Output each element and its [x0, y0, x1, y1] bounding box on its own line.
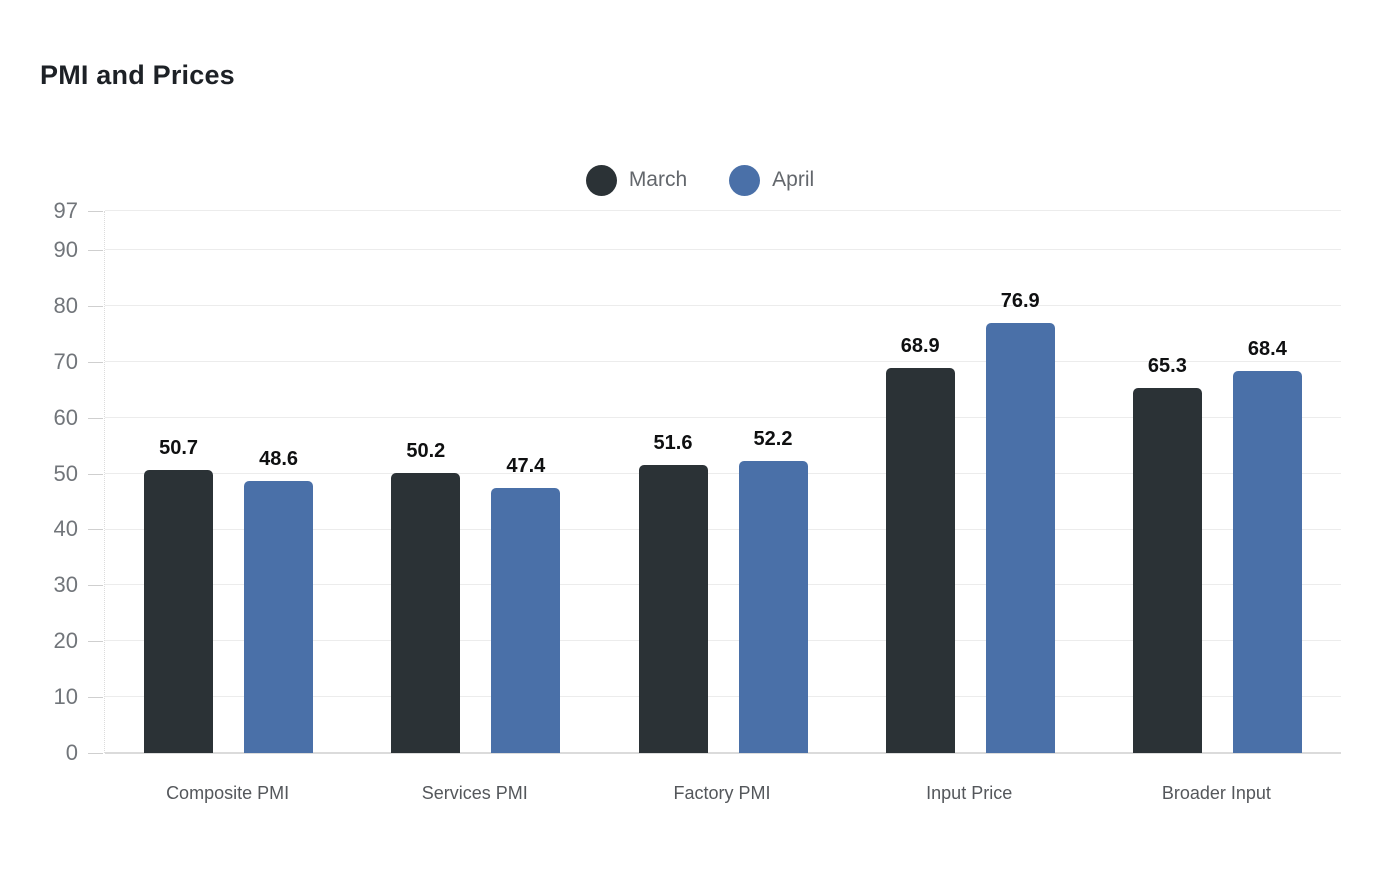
bar-march-factory-pmi — [638, 464, 708, 753]
y-axis-tick-mark — [88, 305, 103, 307]
value-label-march-services-pmi: 50.2 — [406, 439, 446, 462]
y-axis-tick-label-97: 97 — [53, 198, 78, 223]
value-label-march-factory-pmi: 51.6 — [653, 431, 693, 454]
y-axis-tick-mark — [88, 417, 103, 419]
value-label-april-factory-pmi: 52.2 — [753, 428, 793, 451]
y-axis-tick-mark — [88, 250, 103, 252]
y-axis-tick-label-30: 30 — [53, 572, 78, 598]
bar-march-input-price — [885, 368, 955, 753]
y-axis-tick-mark — [88, 473, 103, 475]
bar-april-services-pmi — [491, 488, 561, 753]
y-axis-tick-mark — [88, 641, 103, 643]
y-axis-tick-label-20: 20 — [53, 628, 78, 654]
bar-april-composite-pmi — [244, 481, 314, 753]
x-axis-category-label-broader-input: Broader Input — [1161, 783, 1271, 803]
y-axis-tick-label-40: 40 — [53, 516, 78, 542]
gridline-y-60 — [105, 416, 1341, 418]
x-axis-category-label-input-price: Input Price — [926, 783, 1013, 803]
y-axis-tick-mark — [88, 585, 103, 587]
value-label-march-broader-input: 65.3 — [1147, 355, 1187, 378]
y-axis-tick-mark — [88, 753, 103, 754]
legend-label-april: April — [772, 168, 815, 191]
legend-label-march: March — [628, 168, 688, 191]
x-axis-category-label-services-pmi: Services PMI — [421, 783, 528, 803]
value-label-march-input-price: 68.9 — [900, 335, 940, 358]
x-axis-category-label-composite-pmi: Composite PMI — [166, 783, 290, 803]
legend-item-april[interactable]: April — [729, 164, 815, 196]
y-axis-tick-mark — [88, 697, 103, 699]
gridline-y-30 — [105, 584, 1341, 586]
chart-title: PMI and Prices — [40, 60, 235, 90]
gridline-y-40 — [105, 528, 1341, 530]
chart-legend: March April — [0, 163, 1400, 197]
x-axis-category-label-factory-pmi: Factory PMI — [673, 783, 771, 803]
gridline-y-80 — [105, 305, 1341, 306]
y-axis-tick-label-0: 0 — [65, 740, 78, 765]
gridline-y-20 — [105, 640, 1341, 642]
march-series-marker-icon — [585, 164, 617, 196]
y-axis-tick-mark — [88, 361, 103, 363]
bar-march-broader-input — [1132, 388, 1202, 753]
value-label-april-services-pmi: 47.4 — [506, 455, 546, 478]
gridline-y-90 — [105, 249, 1341, 251]
bar-march-composite-pmi — [144, 469, 214, 753]
bar-april-factory-pmi — [738, 461, 808, 753]
y-axis-tick-mark — [88, 211, 103, 212]
gridline-y-0 — [105, 752, 1341, 754]
gridline-y-50 — [105, 472, 1341, 474]
value-label-april-input-price: 76.9 — [1000, 290, 1040, 313]
gridline-y-97 — [105, 210, 1341, 211]
y-axis-tick-label-80: 80 — [53, 292, 78, 318]
bar-march-services-pmi — [391, 472, 461, 753]
y-axis-tick-label-50: 50 — [53, 460, 78, 486]
bar-april-input-price — [985, 323, 1055, 753]
y-axis-tick-mark — [88, 529, 103, 531]
gridline-y-10 — [105, 696, 1341, 698]
y-axis-tick-label-90: 90 — [53, 237, 78, 263]
y-axis-tick-label-70: 70 — [53, 348, 78, 374]
plot-area: 50.7 48.6 50.2 47.4 51.6 52.2 68.9 76.9 65.3 68.4 — [104, 210, 1341, 754]
value-label-march-composite-pmi: 50.7 — [159, 436, 199, 459]
legend-item-march[interactable]: March — [585, 164, 688, 196]
gridline-y-70 — [105, 360, 1341, 362]
value-label-april-composite-pmi: 48.6 — [259, 448, 299, 471]
bar-april-broader-input — [1232, 370, 1302, 753]
y-axis-tick-label-10: 10 — [53, 684, 78, 710]
value-label-april-broader-input: 68.4 — [1247, 337, 1287, 360]
y-axis-tick-label-60: 60 — [53, 404, 78, 430]
april-series-marker-icon — [729, 164, 761, 196]
